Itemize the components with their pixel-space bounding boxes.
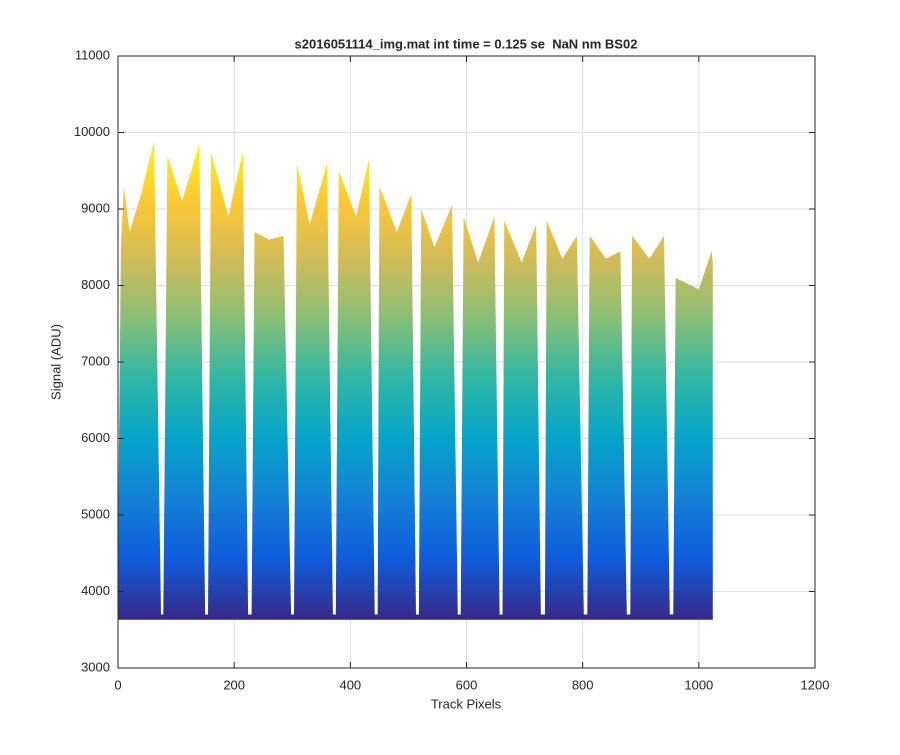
y-tick-label: 5000 xyxy=(81,506,110,521)
y-tick-label: 11000 xyxy=(75,47,110,62)
y-tick-label: 3000 xyxy=(81,659,110,674)
y-tick-label: 10000 xyxy=(74,124,110,139)
x-tick-label: 800 xyxy=(572,677,594,692)
x-tick-label: 200 xyxy=(223,677,245,692)
signal-area xyxy=(118,140,713,619)
x-tick-label: 1200 xyxy=(801,677,830,692)
y-tick-label: 4000 xyxy=(81,583,110,598)
x-tick-label: 1000 xyxy=(684,677,713,692)
y-tick-label: 6000 xyxy=(81,430,110,445)
y-tick-label: 9000 xyxy=(81,200,110,215)
chart-title: s2016051114_img.mat int time = 0.125 se … xyxy=(295,36,638,51)
y-tick-label: 8000 xyxy=(81,277,110,292)
x-tick-label: 0 xyxy=(114,677,121,692)
x-tick-label: 400 xyxy=(339,677,361,692)
x-axis-label: Track Pixels xyxy=(431,696,502,711)
y-tick-label: 7000 xyxy=(81,353,110,368)
x-tick-label: 600 xyxy=(456,677,478,692)
y-axis-label: Signal (ADU) xyxy=(48,324,63,400)
